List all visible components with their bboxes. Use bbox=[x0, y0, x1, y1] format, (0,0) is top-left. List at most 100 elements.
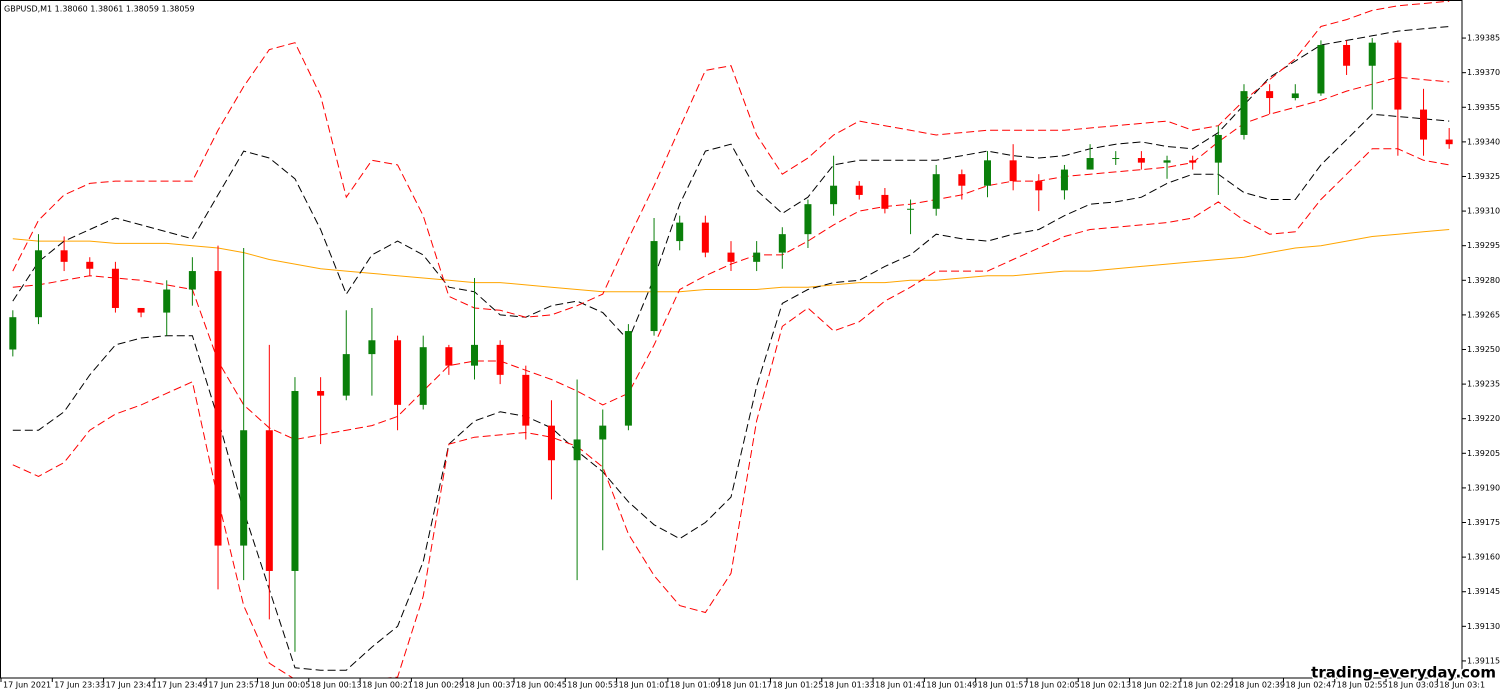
candle-body bbox=[214, 271, 222, 546]
x-tick-label: 18 Jun 02:21 bbox=[1132, 681, 1183, 690]
candle-body bbox=[1086, 158, 1094, 170]
y-tick-label: 1.39295 bbox=[1467, 241, 1500, 250]
y-tick-label: 1.39220 bbox=[1467, 414, 1500, 423]
x-tick-label: 18 Jun 01:57 bbox=[978, 681, 1029, 690]
candle-body bbox=[855, 185, 863, 195]
candle-body bbox=[240, 430, 248, 546]
y-tick-label: 1.39175 bbox=[1467, 518, 1500, 527]
watermark: trading-everyday.com bbox=[1311, 664, 1496, 682]
x-tick-label: 18 Jun 01:25 bbox=[772, 681, 823, 690]
y-tick-label: 1.39325 bbox=[1467, 172, 1500, 181]
band-line bbox=[12, 148, 1450, 678]
candle-body bbox=[496, 344, 504, 375]
x-tick-label: 18 Jun 02:55 bbox=[1337, 681, 1388, 690]
candle-body bbox=[1394, 42, 1402, 110]
candle-body bbox=[907, 208, 915, 210]
x-tick-label: 18 Jun 00:29 bbox=[413, 681, 464, 690]
candle-body bbox=[547, 425, 555, 461]
candle-body bbox=[9, 317, 17, 350]
x-tick-label: 18 Jun 01:01 bbox=[619, 681, 670, 690]
chart-title: GBPUSD,M1 1.38060 1.38061 1.38059 1.3805… bbox=[4, 5, 195, 14]
candle-body bbox=[1368, 42, 1376, 66]
candle-body bbox=[830, 185, 838, 205]
candle-body bbox=[753, 252, 761, 262]
plot-frame bbox=[0, 0, 1463, 679]
y-tick-label: 1.39190 bbox=[1467, 483, 1500, 492]
candle-body bbox=[701, 222, 709, 253]
y-tick-label: 1.39160 bbox=[1467, 553, 1500, 562]
x-tick-label: 18 Jun 01:17 bbox=[721, 681, 772, 690]
candle-body bbox=[727, 252, 735, 262]
x-tick-label: 18 Jun 01:33 bbox=[824, 681, 875, 690]
y-tick-label: 1.39205 bbox=[1467, 449, 1500, 458]
y-tick-label: 1.39355 bbox=[1467, 103, 1500, 112]
candle-body bbox=[34, 250, 42, 318]
x-tick-label: 18 Jun 02:05 bbox=[1029, 681, 1080, 690]
y-tick-label: 1.39145 bbox=[1467, 587, 1500, 596]
x-tick-label: 18 Jun 00:21 bbox=[362, 681, 413, 690]
candle-body bbox=[60, 250, 68, 262]
y-tick-label: 1.39130 bbox=[1467, 622, 1500, 631]
candle-body bbox=[1240, 91, 1248, 135]
y-tick-label: 1.39340 bbox=[1467, 137, 1500, 146]
moving-average bbox=[12, 229, 1450, 293]
y-tick-label: 1.39115 bbox=[1467, 656, 1500, 665]
x-tick-label: 18 Jun 00:13 bbox=[311, 681, 362, 690]
candle-body bbox=[163, 289, 171, 313]
candle-body bbox=[650, 241, 658, 332]
candle-body bbox=[1291, 93, 1299, 99]
candle-body bbox=[1137, 158, 1145, 163]
candle-body bbox=[368, 340, 376, 355]
y-tick-label: 1.39310 bbox=[1467, 207, 1500, 216]
candle-body bbox=[1189, 160, 1197, 163]
x-tick-label: 18 Jun 02:29 bbox=[1183, 681, 1234, 690]
x-tick-label: 18 Jun 01:09 bbox=[670, 681, 721, 690]
x-tick-label: 17 Jun 23:57 bbox=[208, 681, 259, 690]
y-tick-label: 1.39235 bbox=[1467, 380, 1500, 389]
candle-body bbox=[1343, 44, 1351, 66]
candle-body bbox=[1060, 169, 1068, 191]
x-tick-label: 18 Jun 02:39 bbox=[1234, 681, 1285, 690]
x-tick-label: 18 Jun 01:49 bbox=[926, 681, 977, 690]
candle-body bbox=[1266, 91, 1274, 99]
candle-body bbox=[958, 174, 966, 186]
candle-body bbox=[137, 307, 145, 313]
candle-body bbox=[188, 271, 196, 290]
x-tick-label: 17 Jun 2021 bbox=[3, 681, 51, 690]
band-line bbox=[12, 26, 1450, 342]
candle-body bbox=[1420, 109, 1428, 140]
candle-body bbox=[624, 331, 632, 426]
x-tick-label: 18 Jun 03:03 bbox=[1388, 681, 1439, 690]
candle-body bbox=[471, 344, 479, 366]
candle-body bbox=[394, 340, 402, 405]
candle-body bbox=[676, 222, 684, 242]
y-tick-label: 1.39280 bbox=[1467, 276, 1500, 285]
candle-body bbox=[1317, 44, 1325, 94]
x-tick-label: 18 Jun 00:05 bbox=[259, 681, 310, 690]
band-line bbox=[12, 0, 1450, 318]
candle-body bbox=[932, 174, 940, 209]
candle-body bbox=[983, 160, 991, 186]
plot-area bbox=[9, 0, 1453, 678]
candle-body bbox=[86, 261, 94, 269]
candle-body bbox=[317, 391, 325, 396]
y-tick-label: 1.39265 bbox=[1467, 310, 1500, 319]
x-tick-label: 17 Jun 23:33 bbox=[54, 681, 105, 690]
x-tick-label: 18 Jun 02:13 bbox=[1080, 681, 1131, 690]
candle-body bbox=[1112, 158, 1120, 160]
candle-body bbox=[573, 439, 581, 461]
candle-body bbox=[265, 430, 273, 571]
candle-body bbox=[804, 204, 812, 235]
candle-body bbox=[342, 354, 350, 396]
x-tick-label: 18 Jun 03:1 bbox=[1439, 681, 1485, 690]
candle-body bbox=[1163, 160, 1171, 163]
candle-body bbox=[445, 347, 453, 366]
x-tick-label: 18 Jun 00:53 bbox=[567, 681, 618, 690]
x-tick-label: 18 Jun 00:37 bbox=[465, 681, 516, 690]
y-tick-label: 1.39370 bbox=[1467, 68, 1500, 77]
candle-body bbox=[111, 268, 119, 308]
candle-body bbox=[522, 374, 530, 426]
candle-body bbox=[1009, 160, 1017, 182]
